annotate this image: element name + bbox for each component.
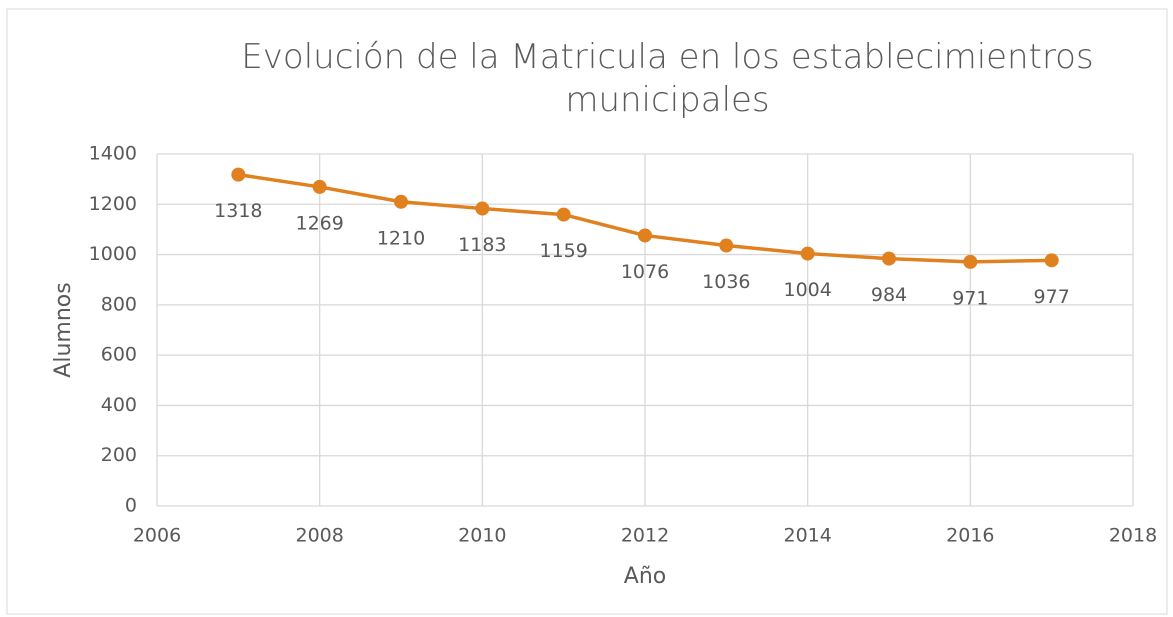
x-axis-label: Año [624, 564, 666, 589]
data-label: 971 [952, 287, 988, 309]
y-tick-label: 1400 [89, 143, 137, 165]
data-label: 1318 [214, 200, 262, 222]
data-point [475, 201, 490, 216]
x-tick-label: 2012 [621, 525, 669, 547]
data-label: 1210 [377, 227, 425, 249]
data-point [1044, 253, 1059, 268]
y-tick-label: 600 [101, 344, 137, 366]
data-label: 1159 [539, 240, 587, 262]
data-point [394, 194, 408, 209]
data-point [963, 254, 978, 269]
y-tick-label: 1000 [89, 243, 137, 265]
y-tick-label: 400 [101, 394, 137, 416]
chart-frame [6, 8, 1168, 615]
data-label: 1269 [295, 212, 343, 234]
data-label: 977 [1034, 286, 1070, 308]
data-label: 1076 [621, 261, 669, 283]
x-tick-label: 2010 [458, 525, 506, 547]
y-tick-label: 200 [101, 444, 137, 466]
x-tick-label: 2018 [1109, 525, 1157, 547]
data-label: 1036 [702, 271, 750, 293]
x-tick-label: 2008 [295, 525, 343, 547]
x-tick-label: 2006 [133, 525, 181, 547]
data-point [719, 238, 734, 253]
chart-title: Evolución de la Matricula en los estable… [241, 37, 1094, 120]
data-point [231, 167, 246, 182]
y-tick-label: 800 [101, 293, 137, 315]
x-tick-label: 2016 [946, 525, 994, 547]
data-point [556, 207, 571, 222]
y-axis-label: Alumnos [51, 282, 76, 377]
data-point [882, 251, 896, 266]
data-label: 984 [871, 284, 907, 306]
data-point [638, 228, 652, 243]
data-point [800, 246, 815, 261]
y-tick-label: 1200 [89, 193, 137, 215]
data-point [312, 179, 327, 194]
y-tick-label: 0 [125, 495, 137, 517]
data-label: 1004 [783, 279, 831, 301]
x-tick-label: 2014 [783, 525, 831, 547]
data-label: 1183 [458, 234, 506, 256]
